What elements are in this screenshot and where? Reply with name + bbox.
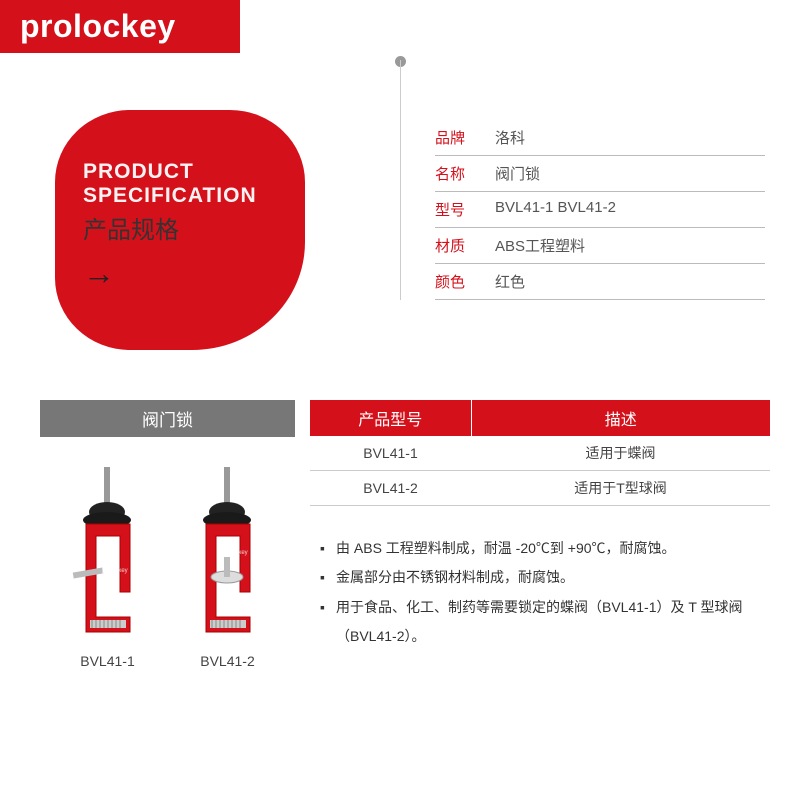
- spec-value: 阀门锁: [495, 163, 540, 184]
- spec-row: 材质ABS工程塑料: [435, 228, 765, 264]
- spec-label: 名称: [435, 163, 495, 184]
- spec-value: BVL41-1 BVL41-2: [495, 199, 616, 220]
- table-cell: 适用于T型球阀: [471, 471, 770, 506]
- brand-logo: prolockey: [20, 8, 176, 44]
- svg-text:prolockey: prolockey: [102, 568, 128, 574]
- table-cell: 适用于蝶阀: [471, 436, 770, 471]
- bullet-item: 由 ABS 工程塑料制成，耐温 -20℃到 +90℃，耐腐蚀。: [320, 534, 770, 563]
- badge-title-cn: 产品规格: [83, 210, 257, 245]
- table-header: 产品型号: [310, 400, 471, 436]
- spec-badge: PRODUCT SPECIFICATION 产品规格 →: [55, 110, 315, 360]
- arrow-icon: →: [83, 255, 257, 292]
- spec-label: 材质: [435, 235, 495, 256]
- table-row: BVL41-1适用于蝶阀: [310, 436, 770, 471]
- spec-row: 颜色红色: [435, 264, 765, 300]
- model-table: 产品型号描述 BVL41-1适用于蝶阀BVL41-2适用于T型球阀: [310, 400, 770, 506]
- table-header: 描述: [471, 400, 770, 436]
- category-header: 阀门锁: [40, 400, 295, 437]
- spec-value: ABS工程塑料: [495, 235, 585, 256]
- logo-bar: prolockey: [0, 0, 240, 53]
- vertical-divider: [400, 60, 401, 300]
- table-cell: BVL41-2: [310, 471, 471, 506]
- spec-label: 颜色: [435, 271, 495, 292]
- spec-row: 名称阀门锁: [435, 156, 765, 192]
- bullet-item: 金属部分由不锈钢材料制成，耐腐蚀。: [320, 563, 770, 592]
- product-label: BVL41-1: [58, 653, 158, 669]
- table-row: BVL41-2适用于T型球阀: [310, 471, 770, 506]
- spec-label: 品牌: [435, 127, 495, 148]
- spec-row: 型号BVL41-1 BVL41-2: [435, 192, 765, 228]
- product-item: prolockey BVL41-1: [58, 462, 158, 669]
- spec-table: 品牌洛科名称阀门锁型号BVL41-1 BVL41-2材质ABS工程塑料颜色红色: [435, 120, 765, 300]
- spec-row: 品牌洛科: [435, 120, 765, 156]
- spec-label: 型号: [435, 199, 495, 220]
- badge-title-en1: PRODUCT: [83, 160, 257, 184]
- spec-value: 红色: [495, 271, 525, 292]
- product-label: BVL41-2: [178, 653, 278, 669]
- product-image-2: prolockey: [178, 462, 278, 642]
- svg-text:prolockey: prolockey: [222, 550, 248, 556]
- product-image-1: prolockey: [58, 462, 158, 642]
- spec-value: 洛科: [495, 127, 525, 148]
- feature-bullets: 由 ABS 工程塑料制成，耐温 -20℃到 +90℃，耐腐蚀。金属部分由不锈钢材…: [310, 534, 770, 652]
- bullet-item: 用于食品、化工、制药等需要锁定的蝶阀（BVL41-1）及 T 型球阀（BVL41…: [320, 593, 770, 652]
- product-item: prolockey BVL41-2: [178, 462, 278, 669]
- badge-title-en2: SPECIFICATION: [83, 184, 257, 208]
- product-images: prolockey BVL41-1: [40, 462, 295, 669]
- table-cell: BVL41-1: [310, 436, 471, 471]
